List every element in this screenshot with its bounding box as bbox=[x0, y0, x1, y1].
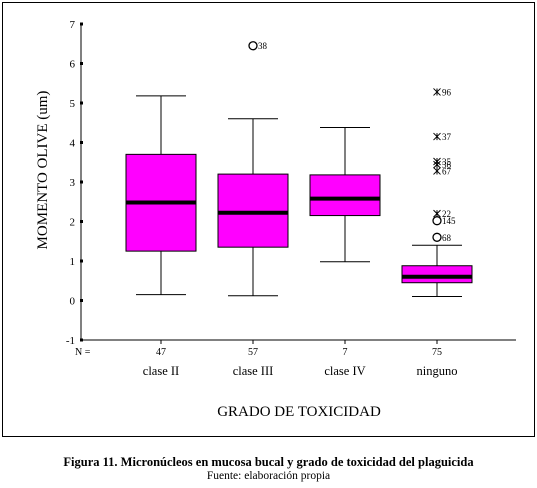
y-tick-label: 4 bbox=[70, 138, 76, 150]
y-tick-label: 0 bbox=[70, 296, 76, 308]
box-1 bbox=[217, 173, 289, 248]
x-category-label: clase IV bbox=[324, 364, 365, 378]
figure-caption: Figura 11. Micronúcleos en mucosa bucal … bbox=[63, 455, 474, 469]
y-tick-label: 3 bbox=[70, 177, 76, 189]
n-count: 75 bbox=[432, 347, 442, 358]
outlier-label: 96 bbox=[442, 87, 452, 97]
box-2 bbox=[309, 174, 381, 217]
outlier-circle bbox=[432, 232, 442, 242]
n-count: 57 bbox=[248, 347, 258, 358]
n-count: 7 bbox=[343, 347, 348, 358]
outlier-label: 67 bbox=[442, 166, 452, 176]
y-tick-mark bbox=[80, 220, 83, 223]
y-tick-mark bbox=[80, 338, 83, 342]
y-tick-mark bbox=[80, 62, 83, 65]
y-tick-mark bbox=[80, 141, 83, 144]
y-tick-mark bbox=[80, 299, 83, 302]
y-tick-mark bbox=[80, 259, 83, 263]
n-count: 47 bbox=[156, 347, 166, 358]
outlier-label: 68 bbox=[442, 233, 452, 243]
outlier-label: 37 bbox=[442, 132, 452, 142]
y-tick-mark bbox=[80, 101, 83, 105]
x-category-label: clase II bbox=[143, 364, 179, 378]
y-tick-mark bbox=[80, 180, 83, 184]
x-category-label: clase III bbox=[233, 364, 274, 378]
y-tick-label: -1 bbox=[66, 335, 75, 347]
y-axis-title: MOMENTO OLIVE (um) bbox=[35, 91, 51, 250]
x-axis-title: GRADO DE TOXICIDAD bbox=[217, 404, 381, 420]
y-tick-label: 7 bbox=[70, 19, 76, 31]
outlier-label: 22 bbox=[442, 209, 451, 219]
outlier-circle bbox=[248, 41, 258, 51]
y-tick-label: 5 bbox=[70, 98, 76, 110]
x-category-label: ninguno bbox=[417, 364, 458, 378]
y-tick-label: 6 bbox=[70, 59, 76, 71]
outlier-circle bbox=[432, 216, 442, 226]
box-3 bbox=[401, 265, 473, 284]
y-tick-mark bbox=[80, 22, 83, 26]
outlier-label: 36 bbox=[442, 160, 452, 170]
figure-source: Fuente: elaboración propia bbox=[206, 470, 331, 482]
outlier-label: 35 bbox=[442, 157, 452, 167]
chart-frame: -1 0 1 2 3 4 5 6 7 MOMENTO OLIVE (um) N = 47 clase I… bbox=[2, 2, 535, 437]
outlier-label: 145 bbox=[442, 216, 456, 226]
y-tick-label: 2 bbox=[70, 217, 76, 229]
outlier-label: 38 bbox=[258, 41, 268, 51]
n-label: N = bbox=[75, 347, 91, 358]
y-tick-label: 1 bbox=[70, 256, 76, 268]
